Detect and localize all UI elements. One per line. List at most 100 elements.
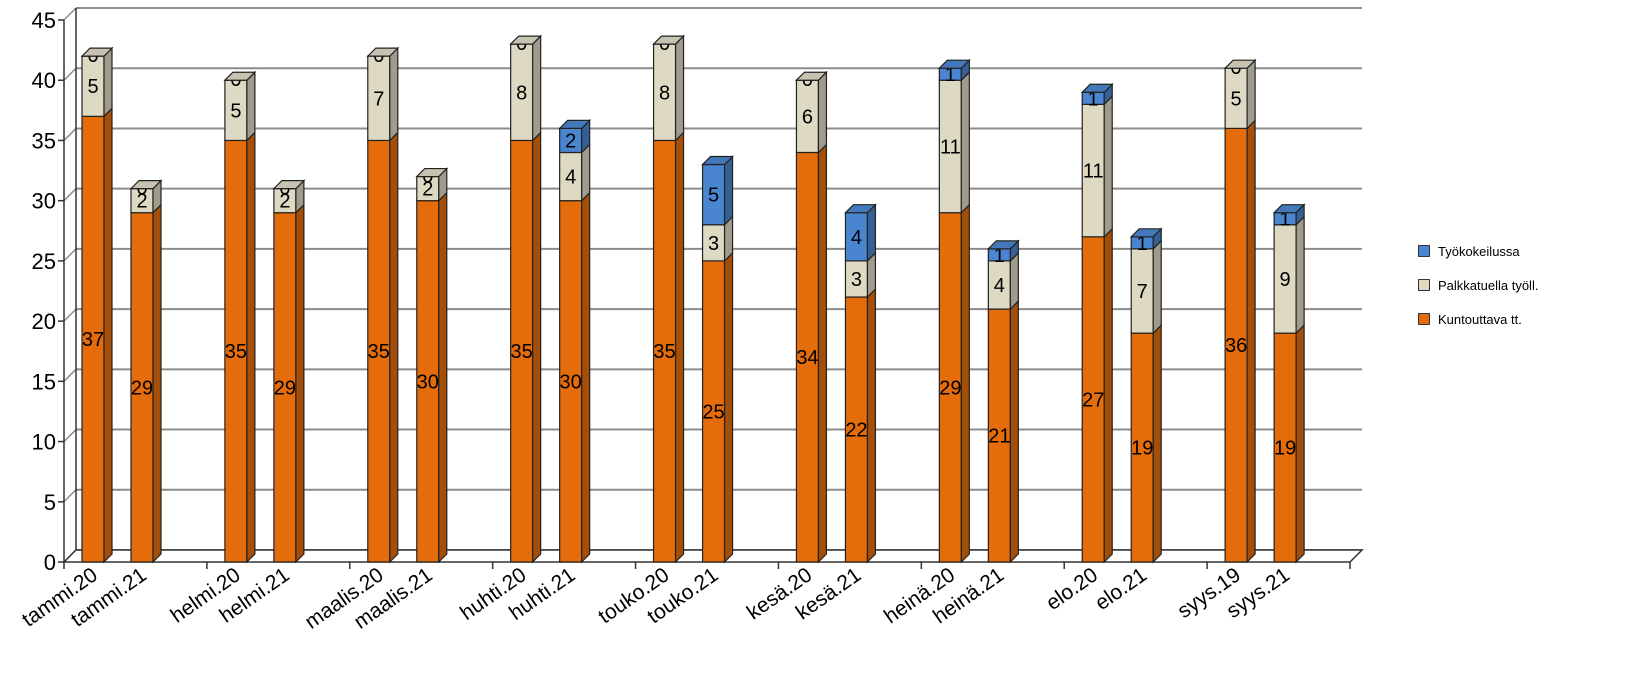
bar-segment-side: [532, 130, 542, 564]
data-label: 4: [851, 227, 862, 249]
bar-segment-side: [389, 46, 399, 142]
y-tick-label: 5: [44, 490, 56, 515]
data-label: 3: [708, 233, 719, 255]
data-label: 2: [136, 191, 147, 213]
bar-top: [1129, 228, 1163, 238]
data-label: 5: [1231, 88, 1242, 110]
bar-segment-side: [152, 203, 162, 564]
bar-segment-side: [723, 155, 734, 227]
data-label: 5: [230, 100, 241, 122]
bar-segment-side: [295, 203, 305, 564]
y-tick-label: 0: [44, 550, 56, 575]
data-label: 35: [368, 341, 390, 363]
bar-top: [701, 155, 735, 166]
bar-top: [129, 180, 163, 190]
bar-segment-side: [1152, 239, 1162, 335]
data-label: 4: [565, 167, 576, 189]
y-tick-labels: 0 5 10 15 20 25 30 35 40 45: [32, 8, 56, 575]
y-tick-label: 35: [32, 128, 56, 153]
bar-segment-side: [1246, 118, 1256, 564]
gridline-side: [63, 308, 77, 322]
y-tick-label: 30: [32, 189, 56, 214]
bar-top: [366, 47, 400, 57]
bar-top: [1080, 83, 1114, 93]
gridline-side: [63, 248, 77, 262]
bar-top: [1272, 204, 1306, 214]
x-category-label: elo.21: [1091, 563, 1151, 615]
y-tick-label: 25: [32, 249, 56, 274]
y-tick-label: 40: [32, 68, 56, 93]
data-label: 27: [1082, 389, 1104, 411]
data-label: 21: [988, 426, 1010, 448]
bar-segment-side: [103, 46, 113, 118]
bar-segment-side: [960, 70, 970, 215]
gridline-side: [63, 67, 77, 81]
data-label: 1: [994, 245, 1005, 267]
bar-segment-side: [103, 106, 113, 564]
legend-label-palkkatuella: Palkkatuella työll.: [1438, 277, 1539, 293]
y-tick-label: 15: [32, 369, 56, 394]
y-tick-label: 20: [32, 309, 56, 334]
legend-item-tyokokeilussa: Työkokeilussa: [1418, 243, 1538, 259]
legend: Työkokeilussa Palkkatuella työll. Kuntou…: [1418, 243, 1538, 345]
data-label: 30: [560, 371, 582, 393]
data-label: 29: [131, 377, 153, 399]
data-label: 19: [1274, 438, 1296, 460]
data-label: 35: [511, 341, 533, 363]
data-label: 5: [87, 76, 98, 98]
y-tick-label: 10: [32, 430, 56, 455]
legend-swatch-palkkatuella: [1418, 279, 1430, 291]
legend-swatch-tyokokeilussa: [1418, 245, 1430, 257]
data-label: 2: [565, 130, 576, 152]
bar-top: [415, 167, 449, 178]
data-label: 9: [1280, 269, 1291, 291]
bar-segment-side: [960, 203, 970, 564]
bar-segment-side: [1246, 58, 1256, 130]
data-label: 19: [1131, 438, 1153, 460]
data-label: 7: [373, 88, 384, 110]
gridline-side: [63, 188, 77, 202]
data-label: 1: [1137, 233, 1148, 255]
gridline-side: [63, 7, 77, 21]
data-label: 11: [1083, 161, 1104, 183]
bar-segment-side: [1009, 299, 1019, 564]
data-label: 29: [274, 377, 296, 399]
data-label: 35: [653, 341, 675, 363]
data-label: 11: [940, 136, 961, 158]
bar-segment-side: [723, 251, 734, 564]
bar-segment-side: [817, 70, 828, 154]
gridline-side: [63, 368, 77, 382]
bar-segment-side: [866, 287, 877, 564]
bar-segment-side: [866, 203, 877, 263]
legend-label-kuntouttava: Kuntouttava tt.: [1438, 311, 1522, 327]
data-label: 4: [994, 275, 1005, 297]
bar-segment-side: [246, 70, 256, 142]
bar-segment-side: [581, 191, 591, 564]
gridline-side: [63, 127, 77, 141]
data-label: 35: [225, 341, 247, 363]
legend-label-tyokokeilussa: Työkokeilussa: [1438, 243, 1520, 259]
bar-segment-side: [817, 143, 828, 564]
data-label: 1: [1088, 88, 1099, 110]
bar-top: [223, 71, 257, 81]
data-label: 36: [1225, 335, 1247, 357]
data-label: 22: [845, 420, 867, 442]
bar-segment-side: [532, 34, 542, 142]
bar-segment-side: [674, 130, 685, 564]
data-label: 8: [516, 82, 527, 104]
bar-top: [509, 35, 543, 45]
bar-segment-side: [1295, 215, 1305, 335]
x-category-label: elo.20: [1042, 563, 1102, 615]
bar-segment-side: [246, 130, 256, 564]
y-tick-label: 45: [32, 8, 56, 33]
data-label: 2: [279, 191, 290, 213]
gridline-side: [63, 429, 77, 443]
data-label: 5: [708, 185, 719, 207]
bar-top: [986, 240, 1020, 250]
bar-top: [558, 119, 592, 129]
bar-top: [794, 71, 828, 81]
legend-swatch-kuntouttava: [1418, 313, 1430, 325]
data-label: 7: [1137, 281, 1148, 303]
data-label: 2: [422, 179, 433, 201]
